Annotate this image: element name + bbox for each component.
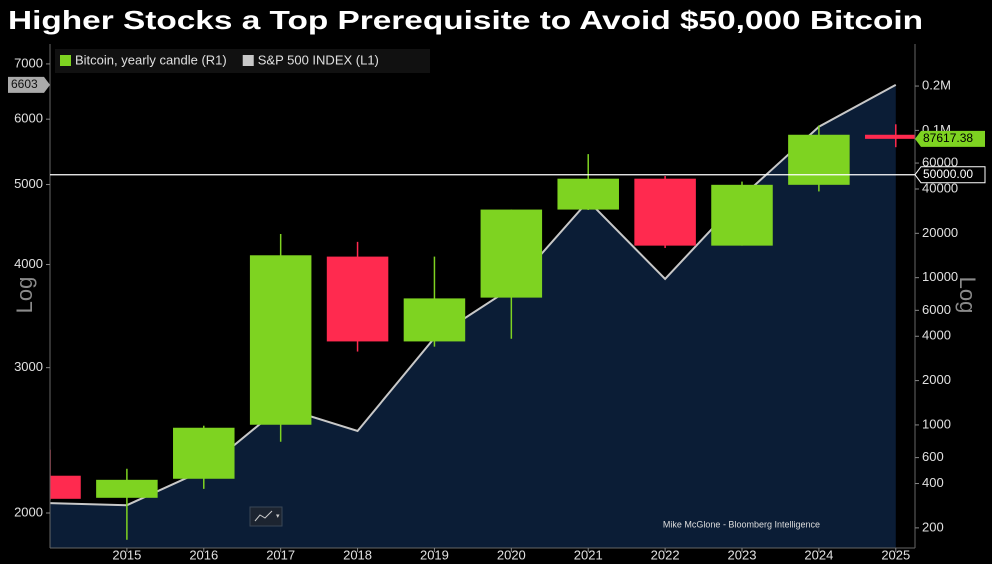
y2-tick-label: 1000: [922, 416, 951, 431]
last-price-tag: [915, 130, 985, 147]
sp500-area: [50, 84, 896, 548]
x-tick-label: 2016: [189, 547, 218, 562]
source-note: Mike McGlone - Bloomberg Intelligence: [663, 519, 820, 529]
x-tick-label: 2024: [804, 547, 833, 562]
candle-body: [480, 209, 543, 298]
y2-tick-label: 6000: [922, 302, 951, 317]
y2-tick-label: 200: [922, 519, 944, 534]
plot-area: [50, 83, 915, 548]
last-value-tag: [8, 76, 50, 93]
y2-tick-label: 2000: [922, 372, 951, 387]
x-tick-label: 2022: [651, 547, 680, 562]
chart-type-icon: [254, 510, 273, 522]
last-value-label: 6603: [11, 77, 38, 91]
legend-box: [55, 49, 430, 73]
y2-tick-label: 10000: [922, 269, 958, 284]
y2-tick-label: 40000: [922, 180, 958, 195]
y-axis-label: Log: [12, 277, 37, 314]
candle-body: [96, 479, 158, 498]
x-tick-label: 2018: [343, 547, 372, 562]
chart-title: Higher Stocks a Top Prerequisite to Avoi…: [8, 5, 923, 35]
reference-tag: [914, 166, 986, 184]
legend-label: Bitcoin, yearly candle (R1): [75, 52, 227, 67]
y2-axis-label: Log: [955, 277, 980, 314]
y2-tick-label: 60000: [922, 154, 958, 169]
y-tick-label: 2000: [14, 504, 43, 519]
legend-swatch: [60, 55, 71, 66]
candle-body: [249, 255, 312, 425]
candle-body: [173, 427, 235, 479]
candle-body: [557, 178, 619, 210]
y-tick-label: 7000: [14, 55, 43, 70]
candle-body: [788, 134, 850, 185]
candle-body: [326, 256, 389, 342]
reference-label: 50000.00: [923, 167, 973, 181]
candle-body: [711, 184, 773, 246]
y2-tick-label: 0.2M: [922, 77, 951, 92]
y2-tick-label: 4000: [922, 328, 951, 343]
y-tick-label: 3000: [14, 359, 43, 374]
x-tick-label: 2025: [881, 547, 910, 562]
y-tick-label: 5000: [14, 176, 43, 191]
legend-label: S&P 500 INDEX (L1): [258, 52, 379, 67]
dropdown-arrow: ▾: [276, 513, 280, 520]
x-tick-label: 2015: [112, 547, 141, 562]
x-tick-label: 2020: [497, 547, 526, 562]
x-tick-label: 2021: [574, 547, 603, 562]
y2-tick-label: 20000: [922, 225, 958, 240]
x-tick-label: 2023: [728, 547, 757, 562]
x-tick-label: 2019: [420, 547, 449, 562]
x-tick-label: 2017: [266, 547, 295, 562]
y2-tick-label: 400: [922, 475, 944, 490]
y-tick-label: 4000: [14, 256, 43, 271]
last-price-label: 87617.38: [923, 131, 973, 145]
y2-tick-label: 600: [922, 449, 944, 464]
candle-body: [403, 298, 466, 342]
legend-swatch: [242, 55, 254, 66]
candle-body: [50, 475, 81, 499]
candle-body: [865, 134, 915, 139]
y-tick-label: 6000: [14, 111, 43, 126]
candle-body: [634, 178, 696, 246]
